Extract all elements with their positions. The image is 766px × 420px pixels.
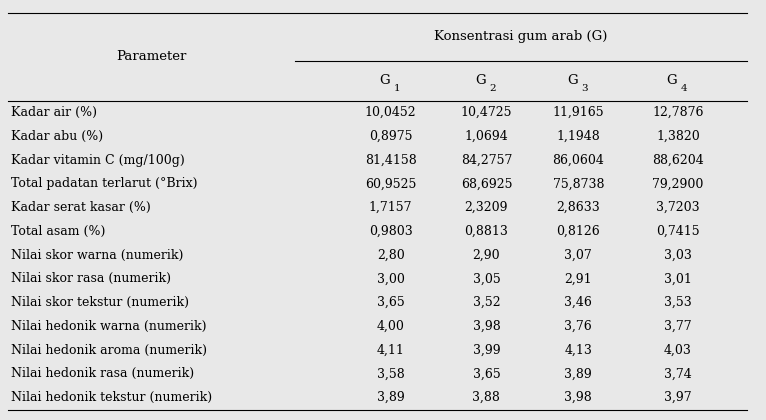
Text: 0,7415: 0,7415 (656, 225, 699, 238)
Text: 3,98: 3,98 (565, 391, 592, 404)
Text: 3,03: 3,03 (664, 249, 692, 262)
Text: 3,05: 3,05 (473, 273, 500, 286)
Text: 4,13: 4,13 (565, 344, 592, 357)
Text: 3,65: 3,65 (377, 296, 404, 309)
Text: 86,0604: 86,0604 (552, 154, 604, 167)
Text: 3,53: 3,53 (664, 296, 692, 309)
Text: 75,8738: 75,8738 (552, 177, 604, 190)
Text: Nilai skor warna (numerik): Nilai skor warna (numerik) (11, 249, 184, 262)
Text: 11,9165: 11,9165 (552, 106, 604, 119)
Text: 2,80: 2,80 (377, 249, 404, 262)
Text: 81,4158: 81,4158 (365, 154, 417, 167)
Text: Kadar serat kasar (%): Kadar serat kasar (%) (11, 201, 151, 214)
Text: 3,74: 3,74 (664, 368, 692, 381)
Text: 79,2900: 79,2900 (652, 177, 704, 190)
Text: Parameter: Parameter (116, 50, 186, 63)
Text: 3,76: 3,76 (565, 320, 592, 333)
Text: G: G (666, 74, 677, 87)
Text: Konsentrasi gum arab (G): Konsentrasi gum arab (G) (434, 30, 607, 43)
Text: 10,4725: 10,4725 (460, 106, 512, 119)
Text: 3,98: 3,98 (473, 320, 500, 333)
Text: 2,91: 2,91 (565, 273, 592, 286)
Text: 60,9525: 60,9525 (365, 177, 417, 190)
Text: 3,00: 3,00 (377, 273, 404, 286)
Text: 84,2757: 84,2757 (460, 154, 512, 167)
Text: 3,46: 3,46 (565, 296, 592, 309)
Text: 1,3820: 1,3820 (656, 130, 700, 143)
Text: 0,8126: 0,8126 (556, 225, 601, 238)
Text: 68,6925: 68,6925 (460, 177, 512, 190)
Text: 3,77: 3,77 (664, 320, 692, 333)
Text: 3: 3 (581, 84, 588, 93)
Text: Nilai skor rasa (numerik): Nilai skor rasa (numerik) (11, 273, 172, 286)
Text: Nilai hedonik tekstur (numerik): Nilai hedonik tekstur (numerik) (11, 391, 213, 404)
Text: 3,89: 3,89 (377, 391, 404, 404)
Text: 2: 2 (489, 84, 496, 93)
Text: 1,7157: 1,7157 (369, 201, 412, 214)
Text: 3,7203: 3,7203 (656, 201, 699, 214)
Text: Kadar abu (%): Kadar abu (%) (11, 130, 103, 143)
Text: 12,7876: 12,7876 (652, 106, 704, 119)
Text: 4,03: 4,03 (664, 344, 692, 357)
Text: 0,8975: 0,8975 (369, 130, 412, 143)
Text: G: G (379, 74, 390, 87)
Text: 1,1948: 1,1948 (556, 130, 601, 143)
Text: 3,65: 3,65 (473, 368, 500, 381)
Text: 0,8813: 0,8813 (464, 225, 509, 238)
Text: 2,90: 2,90 (473, 249, 500, 262)
Text: 88,6204: 88,6204 (652, 154, 704, 167)
Text: Nilai skor tekstur (numerik): Nilai skor tekstur (numerik) (11, 296, 189, 309)
Text: 0,9803: 0,9803 (368, 225, 413, 238)
Text: 3,52: 3,52 (473, 296, 500, 309)
Text: Nilai hedonik warna (numerik): Nilai hedonik warna (numerik) (11, 320, 207, 333)
Text: G: G (567, 74, 578, 87)
Text: Nilai hedonik aroma (numerik): Nilai hedonik aroma (numerik) (11, 344, 208, 357)
Text: 3,58: 3,58 (377, 368, 404, 381)
Text: Nilai hedonik rasa (numerik): Nilai hedonik rasa (numerik) (11, 368, 195, 381)
Text: Total asam (%): Total asam (%) (11, 225, 106, 238)
Text: 3,88: 3,88 (473, 391, 500, 404)
Text: 4: 4 (681, 84, 687, 93)
Text: G: G (475, 74, 486, 87)
Text: 3,01: 3,01 (664, 273, 692, 286)
Text: 1,0694: 1,0694 (464, 130, 509, 143)
Text: 4,11: 4,11 (377, 344, 404, 357)
Text: 4,00: 4,00 (377, 320, 404, 333)
Text: Total padatan terlarut (°Brix): Total padatan terlarut (°Brix) (11, 177, 198, 190)
Text: 10,0452: 10,0452 (365, 106, 417, 119)
Text: 2,3209: 2,3209 (465, 201, 508, 214)
Text: 3,99: 3,99 (473, 344, 500, 357)
Text: Kadar vitamin C (mg/100g): Kadar vitamin C (mg/100g) (11, 154, 185, 167)
Text: 2,8633: 2,8633 (556, 201, 601, 214)
Text: 3,89: 3,89 (565, 368, 592, 381)
Text: Kadar air (%): Kadar air (%) (11, 106, 97, 119)
Text: 3,97: 3,97 (664, 391, 692, 404)
Text: 3,07: 3,07 (565, 249, 592, 262)
Text: 1: 1 (394, 84, 400, 93)
